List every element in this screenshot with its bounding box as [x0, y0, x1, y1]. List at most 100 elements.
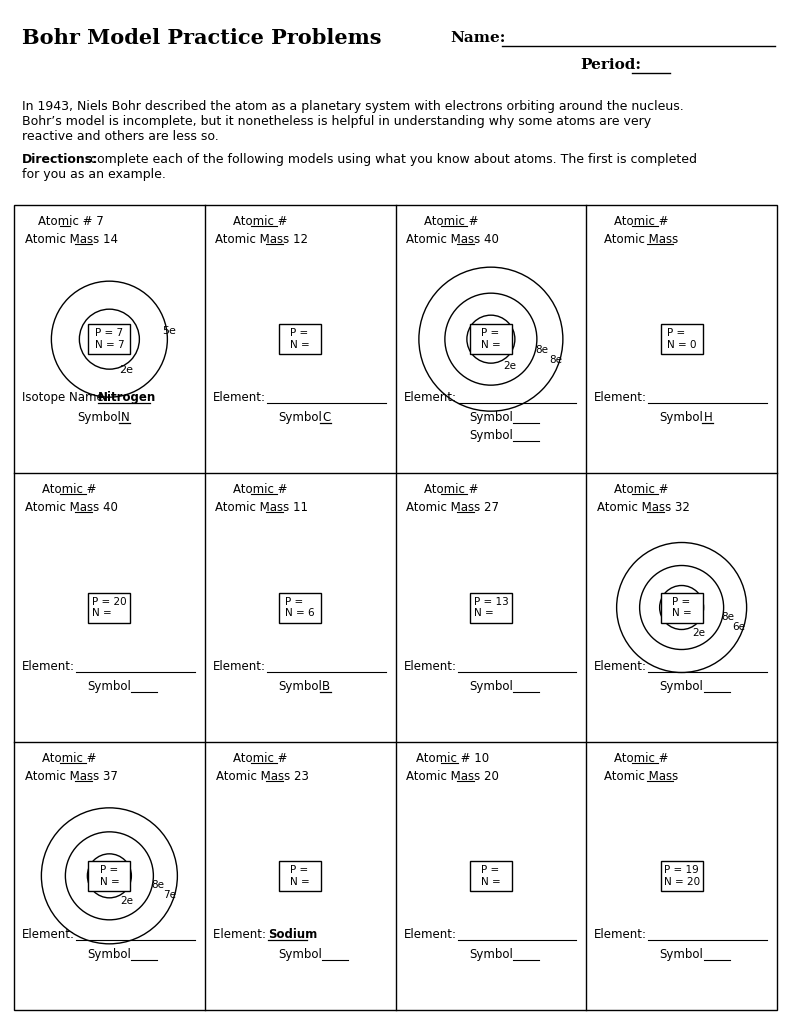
Text: Name:: Name:: [450, 31, 505, 45]
FancyBboxPatch shape: [279, 861, 321, 891]
Text: Bohr’s model is incomplete, but it nonetheless is helpful in understanding why s: Bohr’s model is incomplete, but it nonet…: [22, 115, 651, 128]
Text: for you as an example.: for you as an example.: [22, 168, 166, 181]
Text: Symbol: Symbol: [88, 948, 131, 961]
FancyBboxPatch shape: [660, 861, 702, 891]
Text: 8e: 8e: [549, 355, 562, 366]
Text: Atomic Mass: Atomic Mass: [604, 770, 683, 782]
Text: Element:: Element:: [213, 391, 266, 404]
Text: P =
N =: P = N =: [290, 329, 310, 350]
FancyBboxPatch shape: [660, 325, 702, 354]
Text: Element:: Element:: [213, 928, 270, 941]
Text: Atomic #: Atomic #: [42, 483, 100, 497]
Text: P =
N = 6: P = N = 6: [286, 597, 315, 618]
Text: Atomic # 7: Atomic # 7: [38, 215, 104, 228]
Text: Atomic #: Atomic #: [233, 215, 291, 228]
Text: complete each of the following models using what you know about atoms. The first: complete each of the following models us…: [86, 153, 697, 166]
Text: reactive and others are less so.: reactive and others are less so.: [22, 130, 219, 143]
Text: Symbol: Symbol: [660, 412, 703, 424]
Text: P = 19
N = 20: P = 19 N = 20: [664, 865, 700, 887]
Text: Atomic # 10: Atomic # 10: [416, 752, 490, 765]
Text: Symbol: Symbol: [88, 680, 131, 692]
FancyBboxPatch shape: [470, 325, 512, 354]
FancyBboxPatch shape: [279, 593, 321, 623]
Text: P =
N = 0: P = N = 0: [667, 329, 696, 350]
Text: Atomic Mass 27: Atomic Mass 27: [407, 502, 499, 514]
Text: Symbol: Symbol: [660, 680, 703, 692]
Text: 2e: 2e: [120, 896, 134, 906]
Text: P =
N =: P = N =: [481, 329, 501, 350]
Text: Atomic #: Atomic #: [233, 483, 291, 497]
FancyBboxPatch shape: [660, 593, 702, 623]
Text: Atomic #: Atomic #: [424, 215, 482, 228]
Text: Element:: Element:: [403, 928, 456, 941]
Text: Symbol: Symbol: [469, 412, 513, 424]
Text: Symbol: Symbol: [278, 680, 322, 692]
Text: Directions:: Directions:: [22, 153, 98, 166]
Text: Symbol: Symbol: [278, 412, 322, 424]
FancyBboxPatch shape: [470, 861, 512, 891]
Text: Atomic Mass 40: Atomic Mass 40: [407, 233, 499, 246]
FancyBboxPatch shape: [279, 325, 321, 354]
Text: P =
N =: P = N =: [672, 597, 691, 618]
Text: Atomic #: Atomic #: [42, 752, 100, 765]
Text: Symbol: Symbol: [469, 429, 513, 442]
Text: 8e: 8e: [535, 345, 548, 355]
Text: H: H: [704, 412, 713, 424]
Text: Element:: Element:: [594, 928, 647, 941]
Text: 6e: 6e: [732, 622, 746, 632]
Text: 2e: 2e: [693, 628, 706, 638]
FancyBboxPatch shape: [89, 861, 131, 891]
FancyBboxPatch shape: [89, 325, 131, 354]
Text: Element:: Element:: [22, 659, 75, 673]
Text: Atomic #: Atomic #: [615, 483, 672, 497]
Text: Element:: Element:: [22, 928, 75, 941]
Text: Atomic #: Atomic #: [233, 752, 291, 765]
Text: 8e: 8e: [151, 880, 165, 890]
Text: P =
N =: P = N =: [481, 865, 501, 887]
Text: Symbol: Symbol: [660, 948, 703, 961]
Text: Symbol: Symbol: [78, 412, 121, 424]
Text: Atomic Mass 14: Atomic Mass 14: [25, 233, 118, 246]
Text: N: N: [121, 412, 131, 424]
Text: 5e: 5e: [162, 327, 176, 336]
Text: Atomic Mass: Atomic Mass: [604, 233, 683, 246]
Text: Atomic #: Atomic #: [615, 215, 672, 228]
Text: Element:: Element:: [594, 659, 647, 673]
Text: Period:: Period:: [580, 58, 641, 72]
Text: 2e: 2e: [503, 361, 516, 371]
Text: Isotope Name:: Isotope Name:: [22, 391, 112, 404]
Text: Atomic Mass 20: Atomic Mass 20: [407, 770, 499, 782]
Text: Atomic Mass 23: Atomic Mass 23: [215, 770, 308, 782]
Text: Atomic Mass 11: Atomic Mass 11: [215, 502, 308, 514]
Bar: [14, 205, 777, 1010]
Text: Atomic Mass 37: Atomic Mass 37: [25, 770, 118, 782]
Text: C: C: [322, 412, 331, 424]
Text: Element:: Element:: [403, 659, 456, 673]
Text: Nitrogen: Nitrogen: [98, 391, 157, 404]
Text: P = 13
N =: P = 13 N =: [474, 597, 509, 618]
Text: Bohr Model Practice Problems: Bohr Model Practice Problems: [22, 28, 381, 48]
Text: Atomic Mass 32: Atomic Mass 32: [597, 502, 690, 514]
Text: Atomic #: Atomic #: [615, 752, 672, 765]
Text: Atomic Mass 12: Atomic Mass 12: [215, 233, 308, 246]
Text: In 1943, Niels Bohr described the atom as a planetary system with electrons orbi: In 1943, Niels Bohr described the atom a…: [22, 100, 683, 113]
Text: Symbol: Symbol: [469, 948, 513, 961]
Text: P =
N =: P = N =: [290, 865, 310, 887]
Text: Atomic #: Atomic #: [424, 483, 482, 497]
Text: Symbol: Symbol: [469, 680, 513, 692]
Text: P = 7
N = 7: P = 7 N = 7: [95, 329, 124, 350]
FancyBboxPatch shape: [89, 593, 131, 623]
Text: P = 20
N =: P = 20 N =: [92, 597, 127, 618]
Text: P =
N =: P = N =: [100, 865, 119, 887]
Text: Symbol: Symbol: [278, 948, 322, 961]
FancyBboxPatch shape: [470, 593, 512, 623]
Text: 7e: 7e: [164, 890, 176, 900]
Text: B: B: [322, 680, 331, 692]
Text: Sodium: Sodium: [267, 928, 317, 941]
Text: 2e: 2e: [119, 366, 134, 375]
Text: Element:: Element:: [213, 659, 266, 673]
Text: Atomic Mass 40: Atomic Mass 40: [25, 502, 118, 514]
Text: 8e: 8e: [721, 611, 735, 622]
Text: Element:: Element:: [403, 391, 456, 404]
Text: Element:: Element:: [594, 391, 647, 404]
